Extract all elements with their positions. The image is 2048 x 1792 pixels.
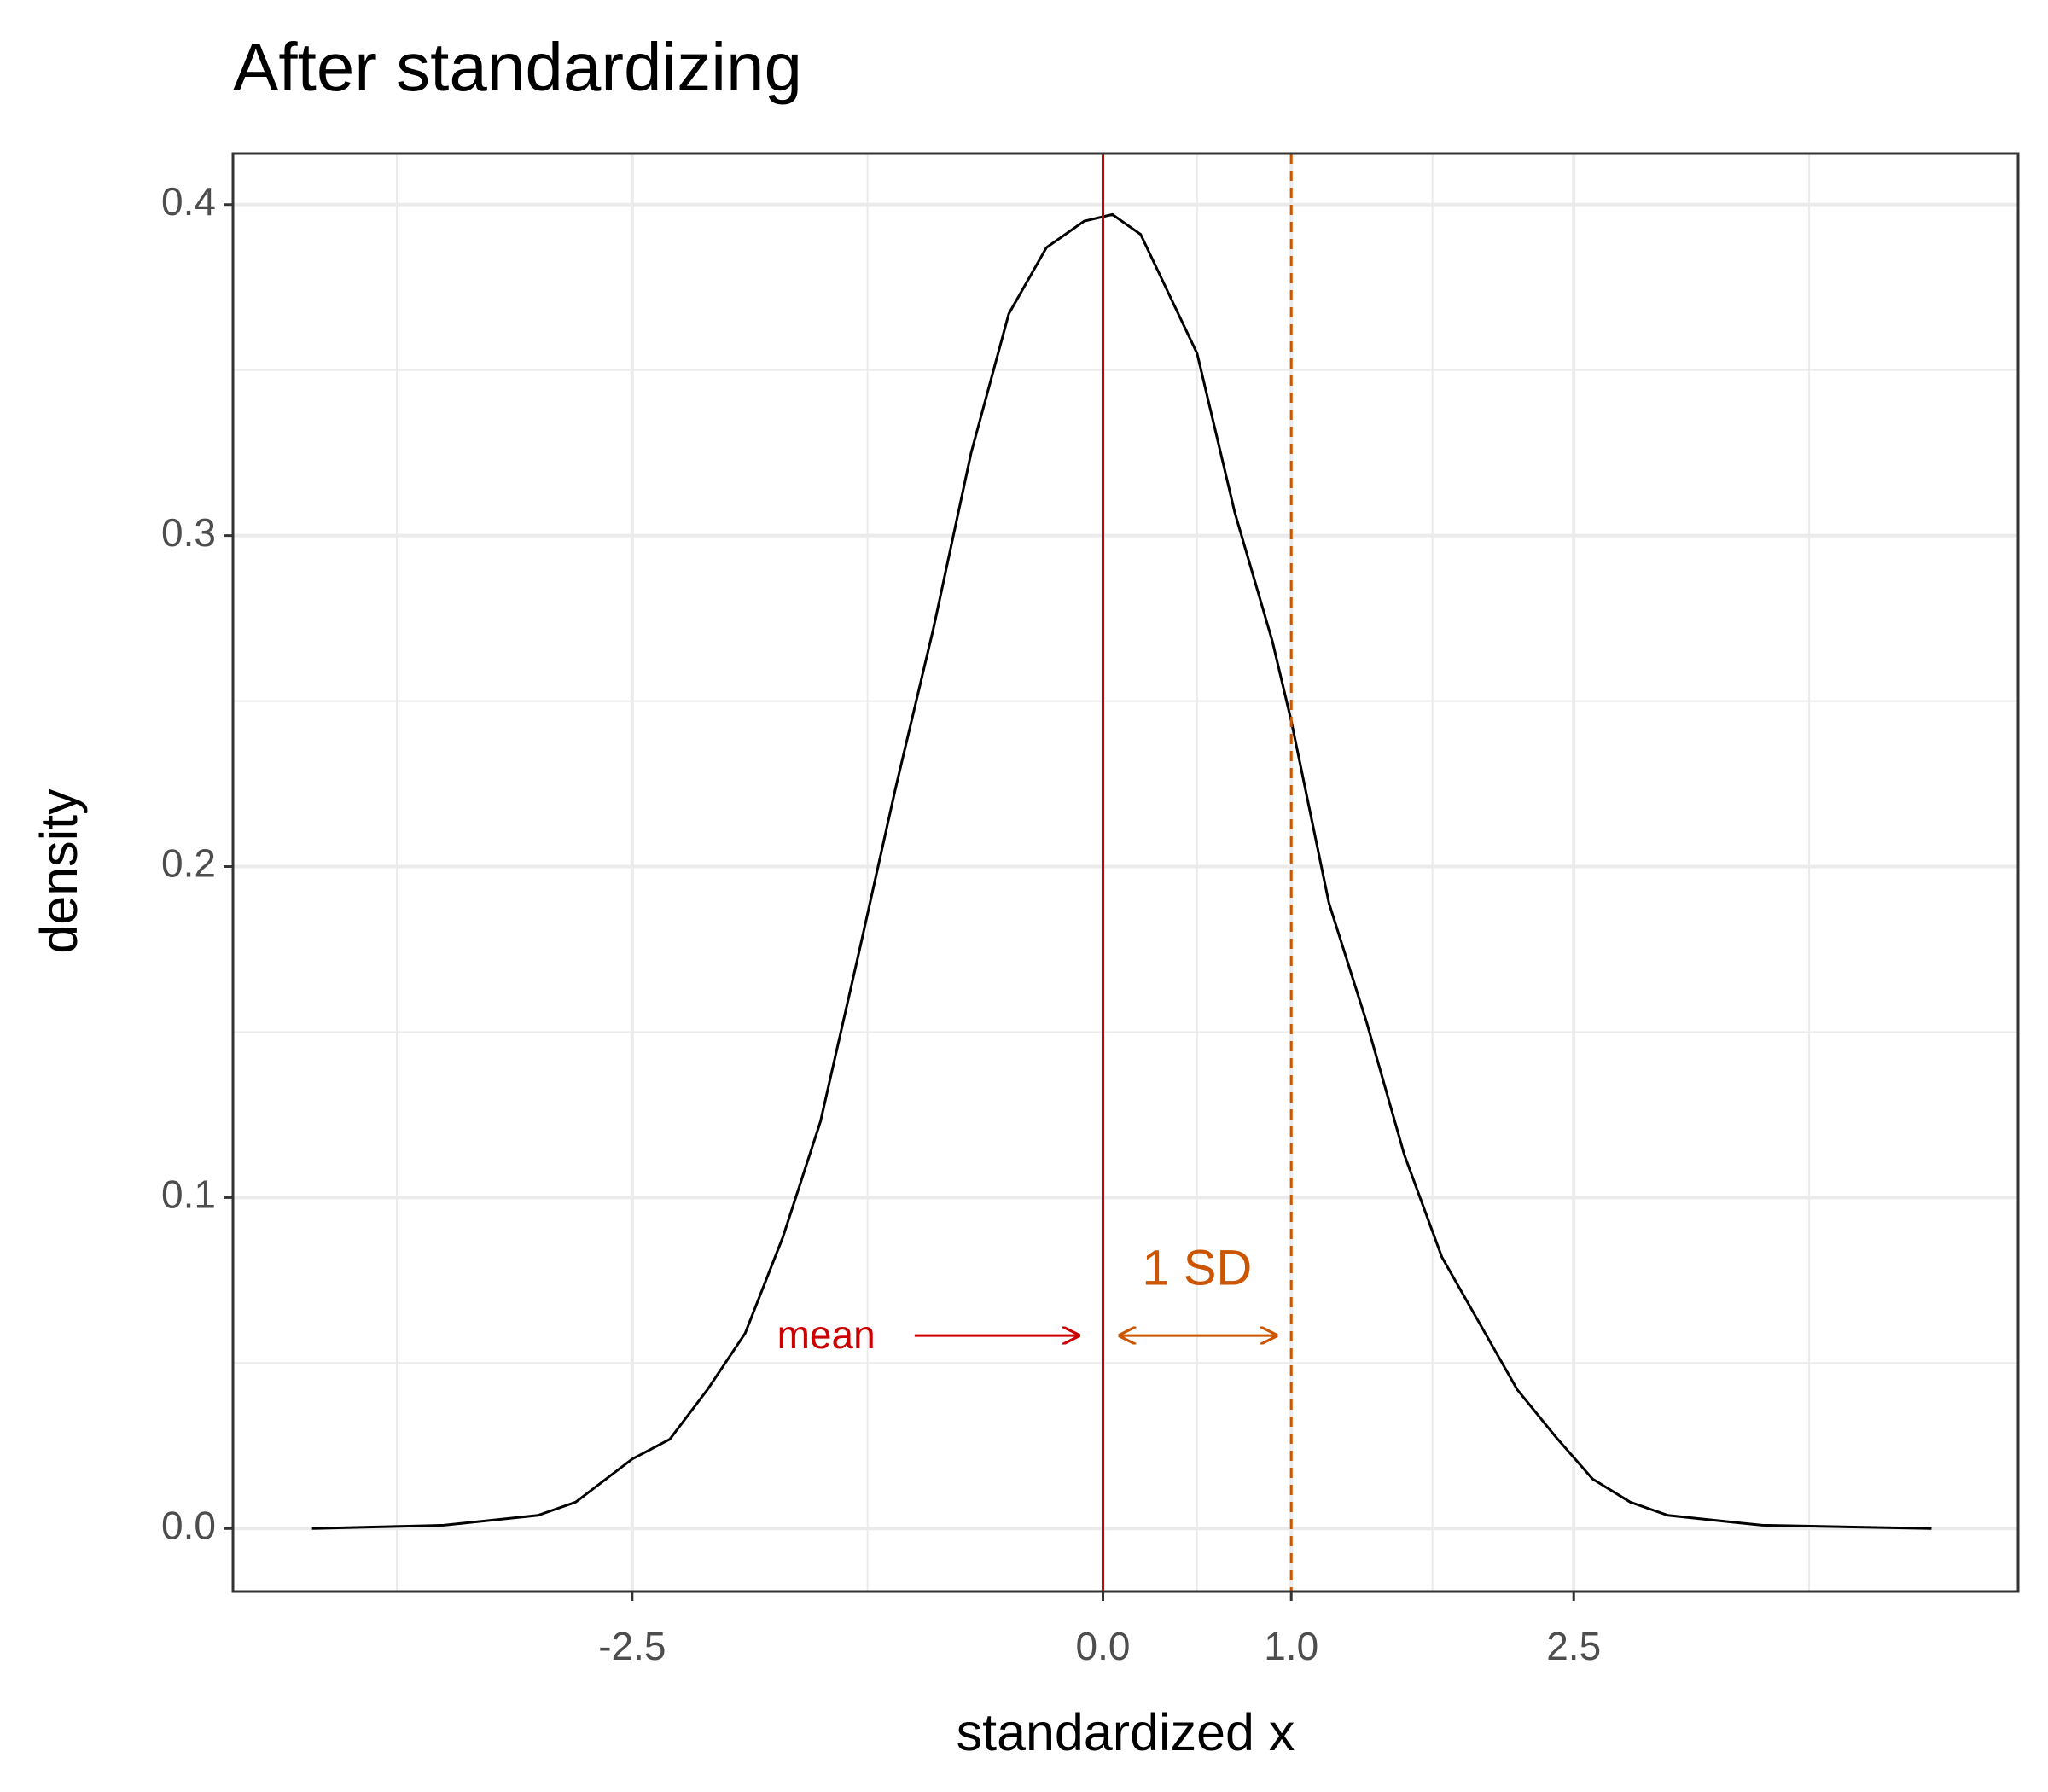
- y-tick-label: 0.4: [161, 179, 216, 224]
- x-tick-label: 0.0: [1076, 1624, 1131, 1668]
- y-axis-title: density: [30, 788, 88, 954]
- plot-panel: [233, 154, 2018, 1591]
- x-axis-title: standardized x: [957, 1703, 1295, 1761]
- chart-title: After standardizing: [233, 29, 802, 105]
- density-curve: [311, 212, 1932, 1530]
- x-tick-label: 1.0: [1264, 1624, 1318, 1668]
- y-tick-label: 0.3: [161, 510, 216, 555]
- sd-label: 1 SD: [1142, 1240, 1252, 1295]
- x-tick-label: -2.5: [598, 1624, 666, 1668]
- y-tick-label: 0.1: [161, 1172, 216, 1217]
- x-tick-label: 2.5: [1546, 1624, 1601, 1668]
- y-tick-label: 0.2: [161, 841, 216, 886]
- panel-border: [231, 152, 2020, 1593]
- y-tick-label: 0.0: [161, 1503, 216, 1547]
- mean-label: mean: [777, 1312, 876, 1357]
